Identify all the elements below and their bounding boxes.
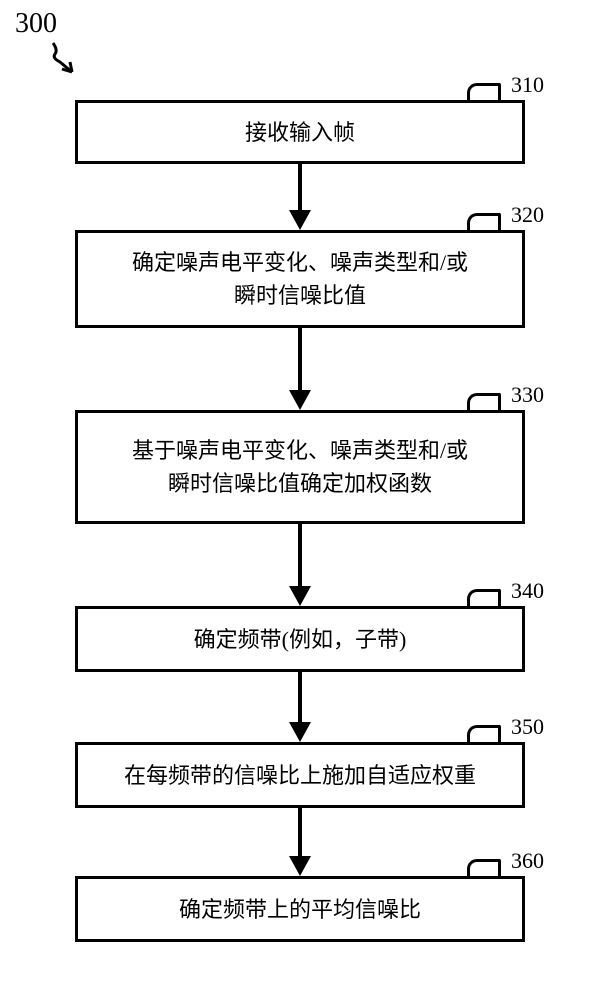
step-box: 接收输入帧 bbox=[75, 100, 525, 164]
step-number: 350 bbox=[511, 714, 544, 740]
step-text: 确定噪声电平变化、噪声类型和/或瞬时信噪比值 bbox=[132, 246, 468, 312]
step-text: 在每频带的信噪比上施加自适应权重 bbox=[124, 759, 476, 792]
connector-line bbox=[298, 672, 302, 724]
arrowhead-icon bbox=[289, 390, 311, 410]
arrowhead-icon bbox=[289, 722, 311, 742]
figure-number: 300 bbox=[15, 8, 57, 40]
connector-line bbox=[298, 808, 302, 858]
step-box: 在每频带的信噪比上施加自适应权重 bbox=[75, 742, 525, 808]
step-number: 360 bbox=[511, 848, 544, 874]
figure-arrow-icon bbox=[50, 40, 90, 80]
connector-line bbox=[298, 164, 302, 212]
step-number: 320 bbox=[511, 202, 544, 228]
step-text: 基于噪声电平变化、噪声类型和/或瞬时信噪比值确定加权函数 bbox=[132, 434, 468, 500]
step-text: 确定频带(例如，子带) bbox=[194, 623, 407, 656]
step-number: 310 bbox=[511, 72, 544, 98]
arrowhead-icon bbox=[289, 856, 311, 876]
connector-line bbox=[298, 524, 302, 588]
step-box: 确定频带上的平均信噪比 bbox=[75, 876, 525, 942]
step-box: 确定噪声电平变化、噪声类型和/或瞬时信噪比值 bbox=[75, 230, 525, 328]
step-text: 接收输入帧 bbox=[245, 116, 355, 149]
step-box: 基于噪声电平变化、噪声类型和/或瞬时信噪比值确定加权函数 bbox=[75, 410, 525, 524]
step-text: 确定频带上的平均信噪比 bbox=[179, 893, 421, 926]
arrowhead-icon bbox=[289, 586, 311, 606]
step-number: 340 bbox=[511, 578, 544, 604]
step-number: 330 bbox=[511, 382, 544, 408]
step-box: 确定频带(例如，子带) bbox=[75, 606, 525, 672]
arrowhead-icon bbox=[289, 210, 311, 230]
connector-line bbox=[298, 328, 302, 392]
